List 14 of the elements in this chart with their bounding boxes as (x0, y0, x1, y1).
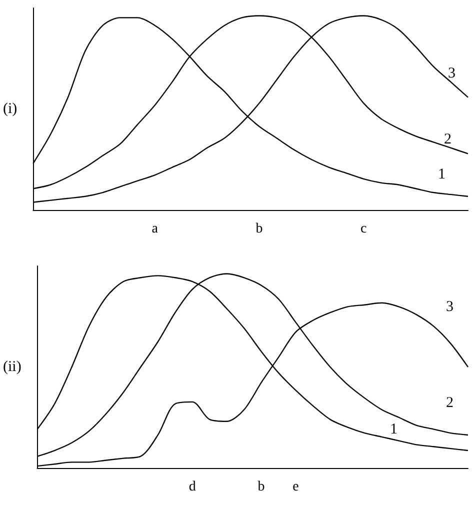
y-axis-title: (ii) (2, 359, 22, 375)
series-label: 2 (446, 394, 454, 411)
x-tick-label: a (152, 222, 159, 236)
x-tick-label: b (258, 480, 265, 494)
x-tick-label: b (256, 222, 263, 236)
x-tick-label: d (188, 480, 196, 494)
y-axis-title: (i) (2, 101, 18, 117)
x-tick-label: e (292, 480, 299, 494)
series-label: 3 (446, 299, 454, 315)
series-label: 3 (448, 65, 456, 82)
series-label: 1 (390, 422, 398, 438)
series-label: 1 (438, 166, 446, 182)
series-label: 2 (444, 132, 452, 148)
x-tick-label: c (360, 222, 367, 236)
